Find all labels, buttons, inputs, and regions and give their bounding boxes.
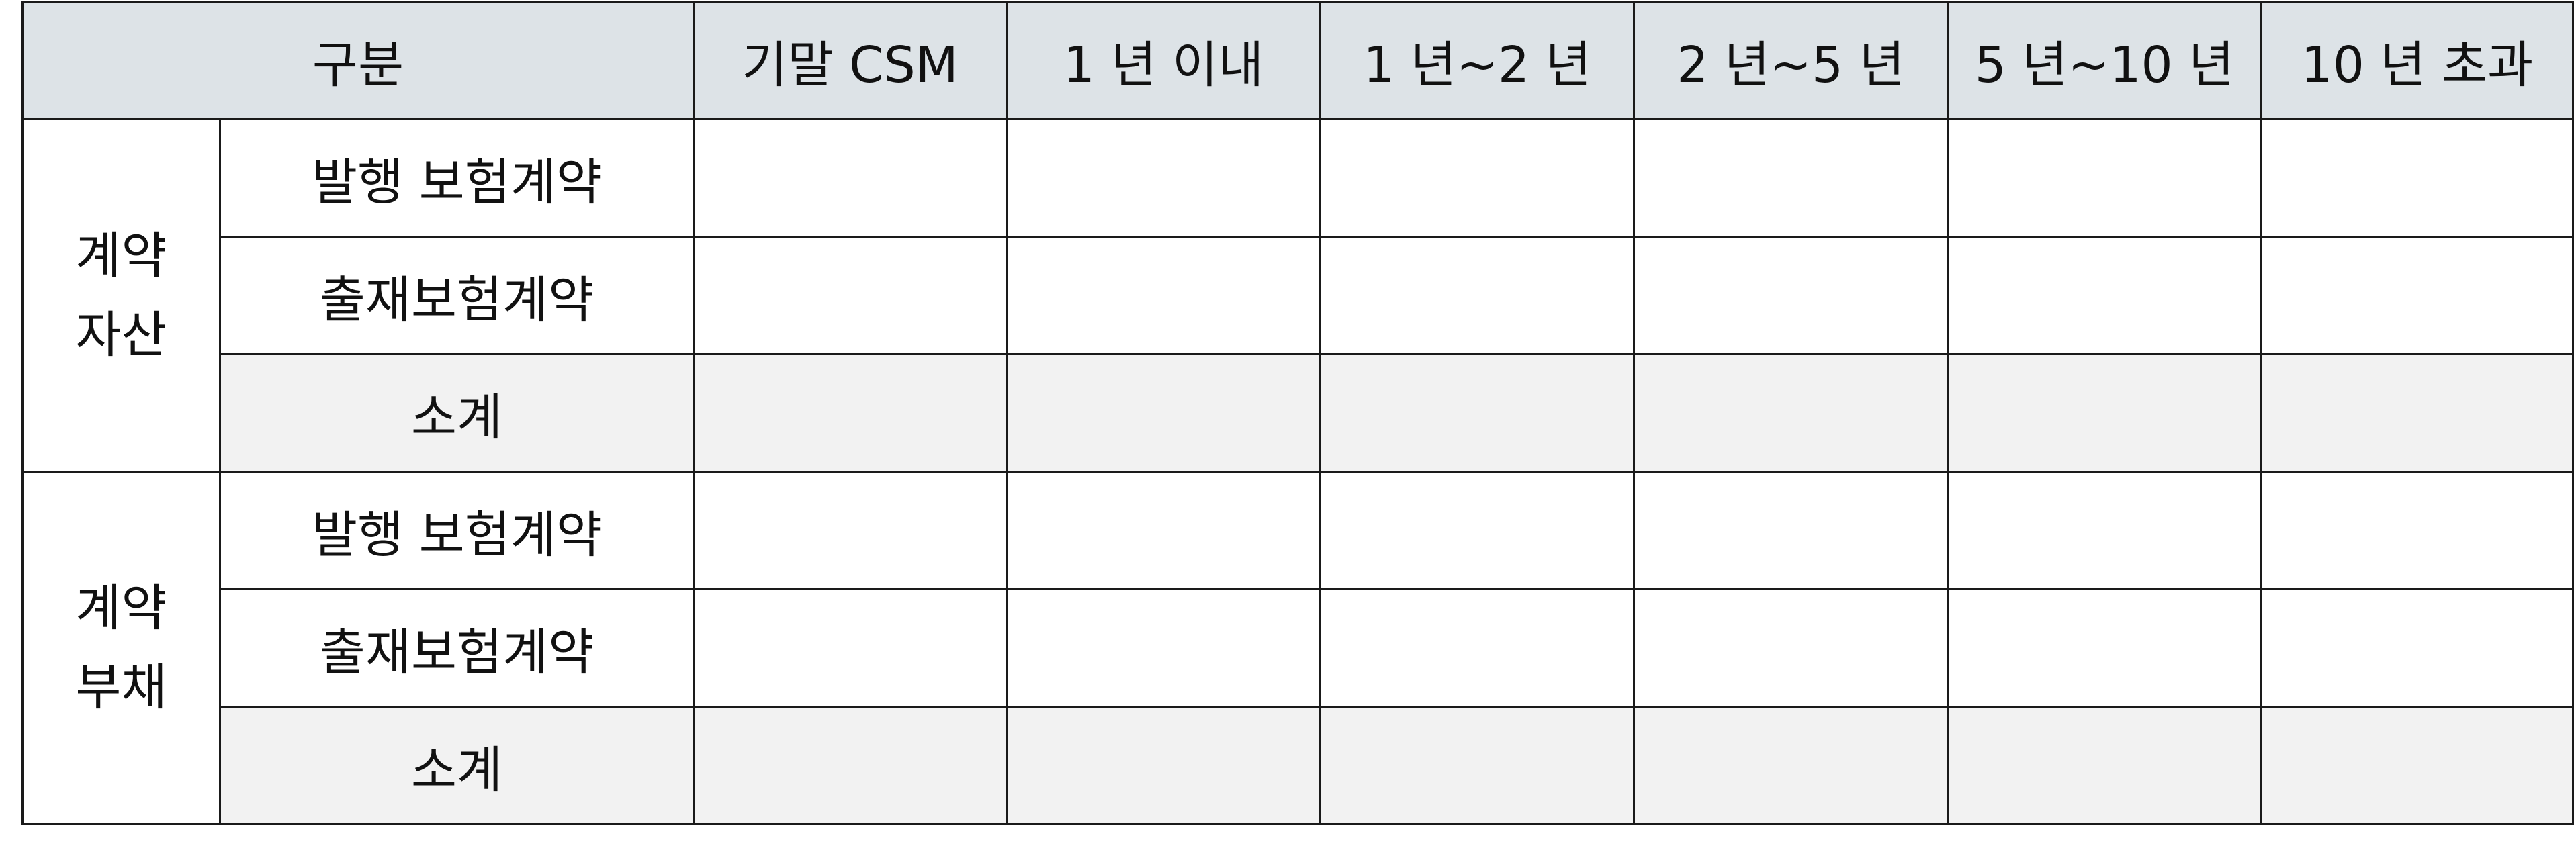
table-cell [693,588,1008,708]
table-cell [2260,118,2575,238]
table-cell [1947,236,2263,355]
table-cell [1319,118,1636,238]
table-cell [1947,588,2263,708]
table-cell [1947,706,2263,825]
table-cell [1633,471,1949,590]
table-cell [2260,471,2575,590]
group-label-line: 계약 [75,226,167,285]
table-cell [1319,353,1636,473]
table-cell [1633,706,1949,825]
subtotal-row: 소계 [23,706,2575,825]
table-cell [1006,353,1322,473]
table-cell [1006,118,1322,238]
table-cell [1947,353,2263,473]
table-cell [1319,236,1636,355]
header-category: 구분 [21,1,695,120]
table-cell [693,706,1008,825]
header-row: 구분 기말 CSM 1 년 이내 1 년~2 년 2 년~5 년 5 년~10 … [21,1,2575,120]
table-cell [2260,353,2575,473]
header-5-to-10-years: 5 년~10 년 [1947,1,2263,120]
table-cell [1633,118,1949,238]
table-cell [1006,236,1322,355]
header-2-to-5-years: 2 년~5 년 [1633,1,1949,120]
table-cell [2260,588,2575,708]
row-label: 발행 보험계약 [218,471,695,590]
csm-maturity-table: 구분 기말 CSM 1 년 이내 1 년~2 년 2 년~5 년 5 년~10 … [21,1,2575,825]
table-cell [2260,706,2575,825]
header-over-10-years: 10 년 초과 [2260,1,2575,120]
table-row: 계약 부채 발행 보험계약 [21,471,2575,825]
group-label-contract-liabilities: 계약 부채 [21,471,221,825]
subtotal-row: 소계 [23,353,2575,473]
subtotal-label: 소계 [218,706,695,825]
header-within-1-year: 1 년 이내 [1006,1,1322,120]
table-cell [2260,236,2575,355]
table-cell [1947,471,2263,590]
group-label-line: 자산 [75,306,167,364]
table-cell [1006,588,1322,708]
table-cell [693,353,1008,473]
table-cell [1633,353,1949,473]
table-cell [1319,471,1636,590]
table-cell [693,471,1008,590]
table-row: 계약 자산 발행 보험계약 [21,118,2575,473]
table-row: 출재보험계약 [23,588,2575,708]
table-cell [1006,471,1322,590]
table-cell [1319,706,1636,825]
table-cell [1006,706,1322,825]
table-cell [1633,588,1949,708]
table-cell [1947,118,2263,238]
row-label: 발행 보험계약 [218,118,695,238]
subtotal-label: 소계 [218,353,695,473]
table-cell [1633,236,1949,355]
row-label: 출재보험계약 [218,236,695,355]
group-label-line: 부채 [75,659,167,716]
group-label-line: 계약 [75,579,167,637]
header-1-to-2-years: 1 년~2 년 [1319,1,1636,120]
header-ending-csm: 기말 CSM [693,1,1008,120]
row-label: 출재보험계약 [218,588,695,708]
table-cell [693,236,1008,355]
group-label-contract-assets: 계약 자산 [21,118,221,473]
table-cell [1319,588,1636,708]
table-cell [693,118,1008,238]
table-row: 출재보험계약 [23,236,2575,355]
